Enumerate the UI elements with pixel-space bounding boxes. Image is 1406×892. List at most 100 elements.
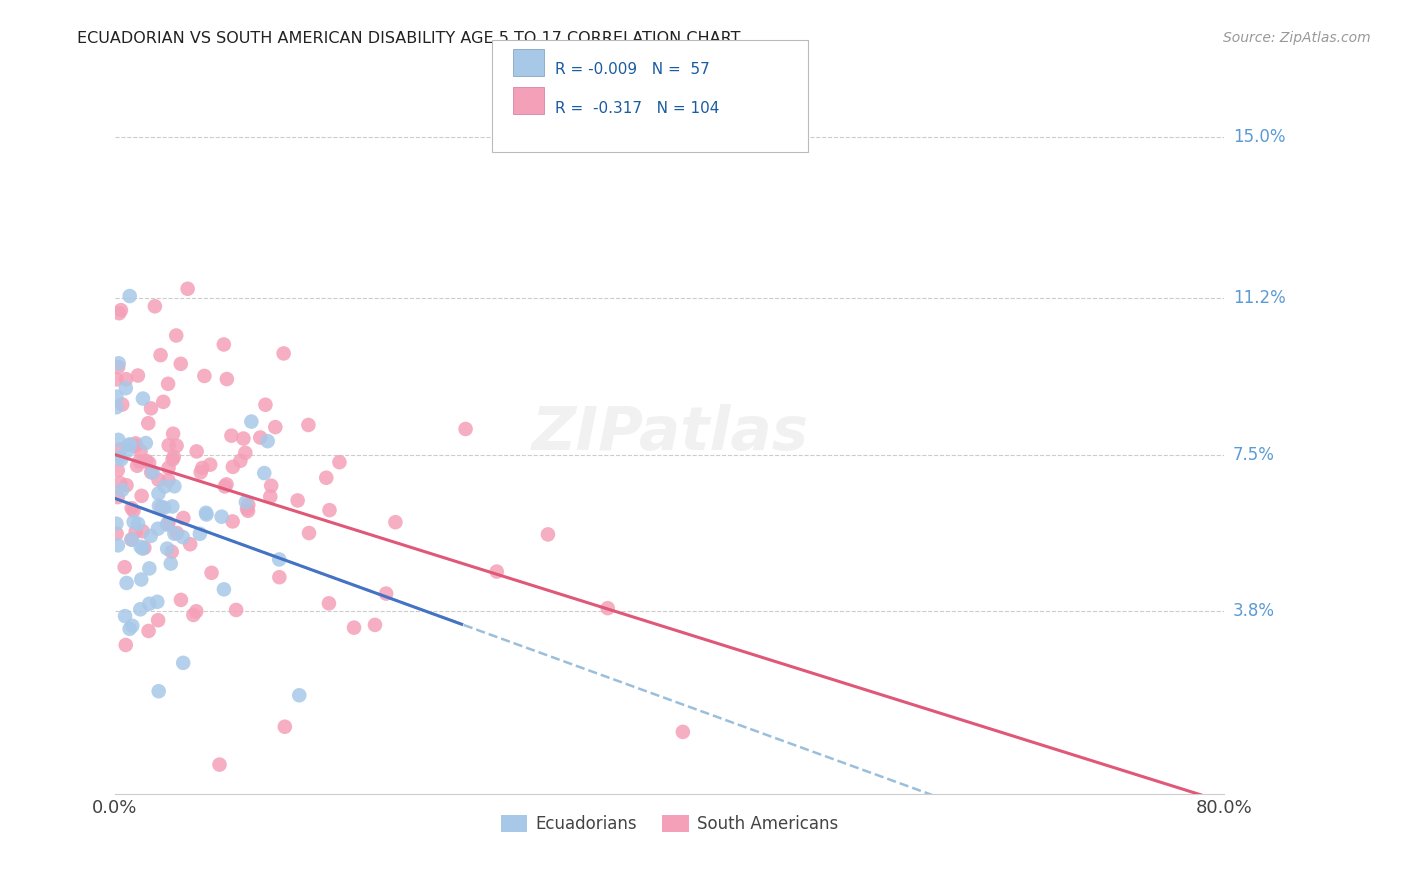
Point	[232, 432, 254, 446]
Point	[111, 397, 134, 411]
Point	[328, 455, 350, 469]
Point	[108, 442, 131, 457]
Point	[254, 398, 277, 412]
Point	[138, 561, 160, 575]
Point	[157, 438, 180, 452]
Point	[135, 454, 157, 468]
Point	[134, 541, 156, 555]
Point	[105, 390, 128, 404]
Point	[454, 422, 477, 436]
Point	[188, 526, 211, 541]
Point	[111, 483, 134, 497]
Point	[200, 566, 222, 580]
Point	[163, 479, 186, 493]
Point	[212, 337, 235, 351]
Point	[298, 526, 321, 541]
Point	[148, 684, 170, 698]
Point	[118, 622, 141, 636]
Point	[260, 479, 283, 493]
Point	[157, 516, 180, 531]
Point	[121, 533, 143, 547]
Point	[107, 433, 129, 447]
Point	[143, 299, 166, 313]
Point	[225, 603, 247, 617]
Point	[114, 560, 136, 574]
Point	[183, 607, 205, 622]
Point	[264, 420, 287, 434]
Point	[176, 282, 198, 296]
Point	[129, 540, 152, 554]
Point	[211, 509, 233, 524]
Point	[215, 372, 238, 386]
Point	[162, 452, 184, 467]
Point	[297, 417, 319, 432]
Point	[136, 416, 159, 430]
Point	[122, 504, 145, 518]
Text: 11.2%: 11.2%	[1233, 289, 1285, 307]
Point	[115, 372, 138, 386]
Point	[127, 458, 149, 473]
Point	[236, 501, 259, 516]
Point	[141, 465, 163, 479]
Text: ZIPatlas: ZIPatlas	[531, 404, 808, 463]
Text: ECUADORIAN VS SOUTH AMERICAN DISABILITY AGE 5 TO 17 CORRELATION CHART: ECUADORIAN VS SOUTH AMERICAN DISABILITY …	[77, 31, 741, 46]
Point	[235, 495, 257, 509]
Point	[141, 466, 163, 480]
Point	[195, 508, 218, 522]
Point	[160, 545, 183, 559]
Point	[115, 478, 138, 492]
Point	[249, 431, 271, 445]
Point	[124, 439, 146, 453]
Point	[105, 401, 128, 415]
Point	[150, 500, 173, 515]
Point	[596, 601, 619, 615]
Point	[165, 328, 187, 343]
Point	[114, 638, 136, 652]
Point	[139, 529, 162, 543]
Point	[166, 439, 188, 453]
Point	[163, 526, 186, 541]
Point	[139, 401, 162, 416]
Point	[149, 348, 172, 362]
Point	[287, 493, 309, 508]
Point	[115, 444, 138, 458]
Point	[110, 476, 132, 491]
Point	[214, 479, 236, 493]
Point	[186, 604, 208, 618]
Point	[156, 541, 179, 556]
Point	[110, 303, 132, 318]
Point	[131, 524, 153, 539]
Point	[107, 490, 129, 504]
Point	[131, 489, 153, 503]
Point	[131, 541, 153, 556]
Point	[157, 376, 180, 391]
Point	[146, 522, 169, 536]
Point	[120, 438, 142, 452]
Point	[194, 506, 217, 520]
Point	[148, 499, 170, 513]
Point	[146, 595, 169, 609]
Point	[274, 720, 297, 734]
Point	[105, 526, 128, 541]
Text: 7.5%: 7.5%	[1233, 445, 1275, 464]
Point	[152, 394, 174, 409]
Point	[128, 454, 150, 468]
Point	[288, 688, 311, 702]
Text: R =  -0.317   N = 104: R = -0.317 N = 104	[555, 101, 720, 116]
Point	[208, 757, 231, 772]
Point	[138, 597, 160, 611]
Point	[222, 459, 245, 474]
Point	[108, 306, 131, 320]
Point	[153, 500, 176, 515]
Point	[172, 656, 194, 670]
Point	[229, 454, 252, 468]
Point	[672, 725, 695, 739]
Point	[105, 372, 128, 386]
Point	[256, 434, 278, 449]
Point	[233, 446, 256, 460]
Point	[114, 381, 136, 395]
Point	[124, 524, 146, 539]
Point	[127, 516, 149, 531]
Point	[108, 450, 131, 464]
Point	[107, 463, 129, 477]
